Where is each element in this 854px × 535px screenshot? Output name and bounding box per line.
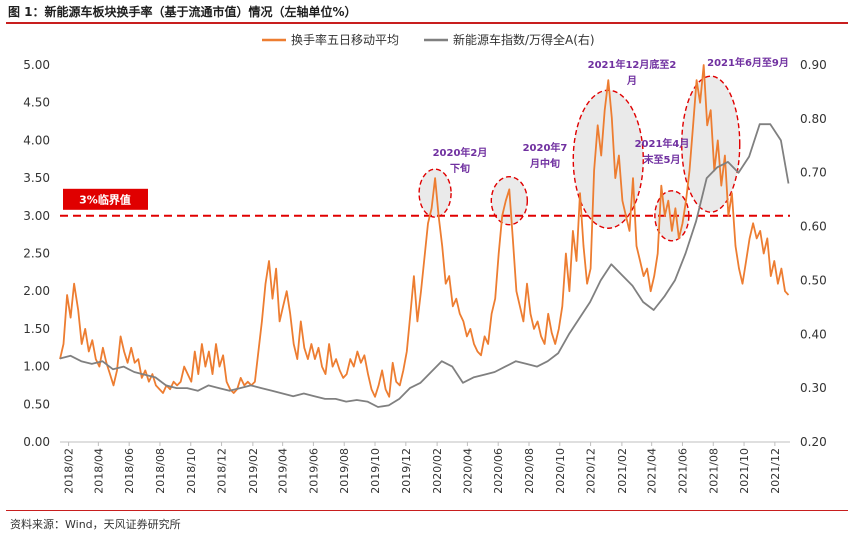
x-tick-label: 2019/10 [369,448,382,494]
y-right-tick-label: 0.60 [800,220,827,234]
threshold-label: 3%临界值 [79,192,131,206]
annotation-ellipse-3 [572,89,644,229]
x-tick-label: 2021/08 [707,448,720,494]
y-left-tick-label: 0.50 [23,397,50,411]
y-left-tick-label: 2.50 [23,247,50,261]
y-left-tick-label: 3.50 [23,171,50,185]
x-tick-label: 2021/04 [646,448,659,494]
y-left-tick-label: 1.00 [23,360,50,374]
x-tick-label: 2020/06 [492,448,505,494]
x-tick-label: 2018/02 [63,448,76,494]
y-right-tick-label: 0.80 [800,112,827,126]
y-right-tick-label: 0.20 [800,435,827,449]
annotation-text-4: 末至5月 [644,153,681,166]
y-left-tick-label: 2.00 [23,284,50,298]
x-tick-label: 2018/04 [92,448,105,494]
nev-index-ratio-line [59,123,790,408]
x-tick-label: 2021/12 [769,448,782,494]
y-left-tick-label: 5.00 [23,58,50,72]
x-tick-label: 2021/02 [616,448,629,494]
annotation-text-3: 2021年12月底至2 [588,58,677,71]
x-tick-label: 2019/08 [338,448,351,494]
x-tick-label: 2019/04 [277,448,290,494]
annotation-text-2: 2020年7 [523,141,568,154]
y-left-tick-label: 0.00 [23,435,50,449]
annotation-text-1: 下旬 [450,162,470,175]
annotation-ellipse-5 [681,75,741,213]
y-right-tick-label: 0.90 [800,58,827,72]
x-tick-label: 2018/06 [123,448,136,494]
x-tick-label: 2020/04 [461,448,474,494]
y-right-tick-label: 0.40 [800,327,827,341]
x-tick-label: 2018/08 [154,448,167,494]
x-tick-label: 2019/12 [400,448,413,494]
footer-divider [6,510,848,511]
x-tick-label: 2020/10 [554,448,567,494]
x-tick-label: 2018/12 [216,448,229,494]
legend-label-2: 新能源车指数/万得全A(右) [453,32,595,47]
x-tick-label: 2020/08 [523,448,536,494]
x-tick-label: 2020/02 [431,448,444,494]
annotation-text-2: 月中旬 [529,157,560,170]
title-divider [6,22,848,24]
x-tick-label: 2021/10 [738,448,751,494]
figure-source: 资料来源：Wind，天风证券研究所 [10,518,181,531]
annotation-text-3: 月 [626,75,637,87]
legend-label-1: 换手率五日移动平均 [291,32,399,47]
x-tick-label: 2021/06 [676,448,689,494]
annotation-text-5: 2021年6月至9月 [707,56,789,69]
y-left-tick-label: 4.50 [23,96,50,110]
x-tick-label: 2018/10 [185,448,198,494]
turnover-ma5-line [59,64,790,398]
x-tick-label: 2019/06 [307,448,320,494]
y-right-tick-label: 0.30 [800,381,827,395]
x-tick-label: 2020/12 [585,448,598,494]
y-right-tick-label: 0.70 [800,166,827,180]
y-right-tick-label: 0.50 [800,273,827,287]
figure-title: 图 1：新能源车板块换手率（基于流通市值）情况（左轴单位%） [8,5,357,19]
annotation-text-1: 2020年2月 [433,146,488,159]
y-left-tick-label: 3.00 [23,209,50,223]
threshold-label-box [63,188,148,210]
x-tick-label: 2019/02 [247,448,260,494]
annotation-ellipse-1 [418,168,452,218]
y-left-tick-label: 4.00 [23,133,50,147]
y-left-tick-label: 1.50 [23,322,50,336]
annotation-text-4: 2021年4月 [635,137,690,150]
